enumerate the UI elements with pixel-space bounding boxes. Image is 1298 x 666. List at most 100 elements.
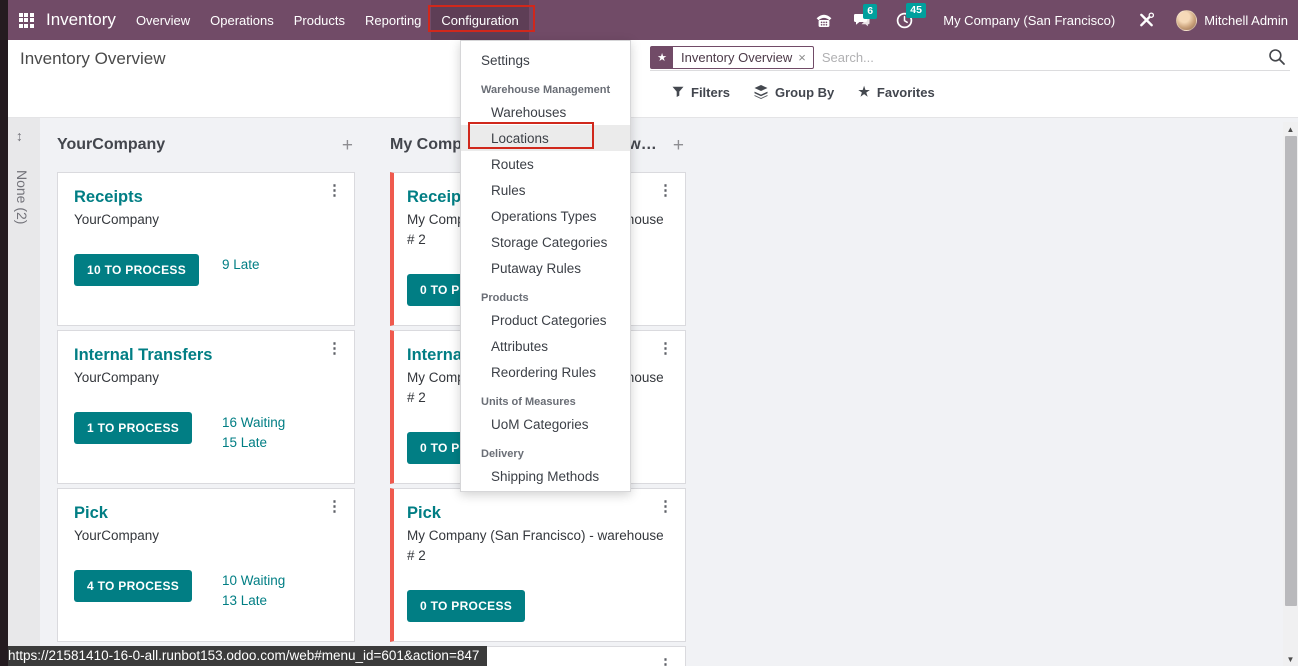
menu-item-locations[interactable]: Locations bbox=[461, 122, 630, 151]
to-process-button[interactable]: 10 TO PROCESS bbox=[74, 254, 200, 286]
group-by-layers-icon bbox=[754, 85, 768, 99]
menu-reporting[interactable]: Reporting bbox=[365, 12, 422, 28]
search-facet: ★ Inventory Overview × bbox=[650, 46, 814, 69]
scroll-down-arrow-icon[interactable]: ▼ bbox=[1286, 654, 1295, 664]
top-navbar: Inventory Overview Operations Products R… bbox=[8, 0, 1298, 40]
menu-item-reordering-rules[interactable]: Reordering Rules bbox=[491, 364, 597, 380]
search-underline bbox=[650, 70, 1290, 71]
phone-icon bbox=[816, 14, 832, 27]
add-column-record-icon[interactable]: + bbox=[341, 135, 353, 156]
favorites-star-icon: ★ bbox=[858, 84, 870, 99]
menu-item-attributes[interactable]: Attributes bbox=[491, 338, 549, 354]
to-process-button[interactable]: 1 TO PROCESS bbox=[74, 412, 193, 444]
kebab-menu-icon[interactable]: ⋮ bbox=[658, 656, 673, 666]
group-by-label: Group By bbox=[775, 84, 835, 100]
debug-tools-button[interactable] bbox=[1137, 11, 1156, 29]
kebab-menu-icon[interactable]: ⋮ bbox=[327, 340, 342, 357]
menu-item-settings[interactable]: Settings bbox=[481, 52, 530, 68]
kanban-card-receipts: ⋮ Receipts YourCompany 10 TO PROCESS 9 L… bbox=[57, 172, 355, 326]
kanban-card-pick: ⋮ Pick YourCompany 4 TO PROCESS 10 Waiti… bbox=[57, 488, 355, 642]
card-subtitle: YourCompany bbox=[74, 212, 160, 227]
card-title[interactable]: Receipts bbox=[74, 188, 143, 206]
search-icon[interactable] bbox=[1268, 48, 1286, 71]
menu-configuration[interactable]: Configuration bbox=[428, 0, 535, 40]
card-stat-late[interactable]: 9 Late bbox=[222, 257, 260, 272]
to-process-button[interactable]: 4 TO PROCESS bbox=[74, 570, 193, 602]
breadcrumb-title: Inventory Overview bbox=[20, 49, 166, 68]
card-subtitle: YourCompany bbox=[74, 528, 160, 543]
kebab-menu-icon[interactable]: ⋮ bbox=[658, 498, 673, 515]
search-options: Filters Group By ★ Favorites bbox=[672, 84, 935, 100]
menu-products[interactable]: Products bbox=[293, 12, 346, 28]
card-stat-waiting[interactable]: 10 Waiting bbox=[222, 573, 286, 588]
filters-button[interactable]: Filters bbox=[672, 85, 730, 100]
card-title[interactable]: Pick bbox=[74, 504, 108, 522]
menu-item-routes[interactable]: Routes bbox=[491, 156, 534, 172]
to-process-button[interactable]: 0 TO PROCESS bbox=[407, 590, 526, 622]
card-stat-late[interactable]: 13 Late bbox=[222, 593, 268, 608]
menu-item-product-categories[interactable]: Product Categories bbox=[491, 312, 607, 328]
section-delivery: Delivery bbox=[481, 448, 524, 460]
menu-item-uom-categories[interactable]: UoM Categories bbox=[491, 416, 589, 432]
add-column-record-icon[interactable]: + bbox=[672, 135, 684, 156]
filter-icon bbox=[672, 86, 684, 97]
kebab-menu-icon[interactable]: ⋮ bbox=[658, 182, 673, 199]
apps-menu-button[interactable] bbox=[8, 0, 44, 40]
clock-icon bbox=[896, 12, 913, 28]
section-warehouse-management: Warehouse Management bbox=[481, 84, 611, 96]
facet-star-icon: ★ bbox=[651, 47, 673, 68]
section-units-of-measures: Units of Measures bbox=[481, 396, 576, 408]
card-subtitle: YourCompany bbox=[74, 370, 160, 385]
user-avatar[interactable] bbox=[1176, 9, 1198, 31]
status-url-tooltip: https://21581410-16-0-all.runbot153.odoo… bbox=[0, 646, 488, 666]
kanban-board: ↔ None (2) YourCompany + ⋮ Receipts Your… bbox=[8, 118, 1298, 666]
user-menu[interactable]: Mitchell Admin bbox=[1204, 12, 1288, 28]
activities-count-badge[interactable]: 45 bbox=[906, 2, 926, 19]
menu-item-locations-label: Locations bbox=[491, 130, 549, 146]
kebab-menu-icon[interactable]: ⋮ bbox=[658, 340, 673, 357]
control-panel: Inventory Overview ★ Inventory Overview … bbox=[8, 40, 1298, 118]
card-stat-late[interactable]: 15 Late bbox=[222, 435, 268, 450]
voip-phone-button[interactable] bbox=[815, 13, 833, 28]
group-by-button[interactable]: Group By bbox=[754, 85, 834, 100]
facet-remove-icon[interactable]: × bbox=[798, 50, 806, 65]
scrollbar-thumb[interactable] bbox=[1284, 136, 1297, 606]
app-name[interactable]: Inventory bbox=[46, 10, 116, 29]
kanban-card-internal-transfers: ⋮ Internal Transfers YourCompany 1 TO PR… bbox=[57, 330, 355, 484]
search-bar: ★ Inventory Overview × bbox=[650, 46, 1264, 69]
tools-icon bbox=[1140, 12, 1155, 27]
menu-item-operations-types[interactable]: Operations Types bbox=[491, 208, 597, 224]
company-switcher[interactable]: My Company (San Francisco) bbox=[943, 12, 1116, 28]
kebab-menu-icon[interactable]: ⋮ bbox=[327, 182, 342, 199]
menu-item-storage-categories[interactable]: Storage Categories bbox=[491, 234, 608, 250]
favorites-button[interactable]: ★ Favorites bbox=[858, 84, 934, 100]
column-header: YourCompany + bbox=[57, 136, 355, 172]
card-title[interactable]: Pick bbox=[407, 504, 441, 522]
menu-item-warehouses[interactable]: Warehouses bbox=[491, 104, 567, 120]
messages-button[interactable]: 6 bbox=[853, 3, 878, 28]
menu-overview[interactable]: Overview bbox=[135, 12, 191, 28]
scroll-up-arrow-icon[interactable]: ▲ bbox=[1286, 124, 1295, 134]
menu-item-rules[interactable]: Rules bbox=[491, 182, 526, 198]
vertical-scrollbar[interactable]: ▲ ▼ bbox=[1283, 122, 1298, 666]
card-stat-waiting[interactable]: 16 Waiting bbox=[222, 415, 286, 430]
column-header: My Company (San Francisco) - warehouse #… bbox=[390, 136, 686, 172]
card-title[interactable]: Internal Transfers bbox=[74, 346, 213, 364]
collapsed-column-none[interactable]: ↔ None (2) bbox=[8, 118, 40, 666]
configuration-dropdown: Settings Warehouse Management Warehouses… bbox=[460, 40, 631, 492]
card-title[interactable]: Receipts bbox=[407, 188, 476, 206]
apps-grid-icon bbox=[18, 12, 34, 28]
search-input[interactable] bbox=[813, 46, 1264, 69]
activities-button[interactable]: 45 bbox=[896, 2, 926, 29]
app-menu-list: Overview Operations Products Reporting C… bbox=[126, 0, 535, 40]
kebab-menu-icon[interactable]: ⋮ bbox=[327, 498, 342, 515]
menu-operations[interactable]: Operations bbox=[210, 12, 274, 28]
messages-count-badge[interactable]: 6 bbox=[863, 3, 878, 20]
menu-item-shipping-methods[interactable]: Shipping Methods bbox=[491, 468, 600, 484]
favorites-label: Favorites bbox=[876, 84, 935, 100]
menu-item-putaway-rules[interactable]: Putaway Rules bbox=[491, 260, 582, 276]
kanban-column-yourcompany: YourCompany + ⋮ Receipts YourCompany 10 … bbox=[57, 136, 355, 646]
kanban-card-pick-wh2: ⋮ Pick My Company (San Francisco) - ware… bbox=[390, 488, 686, 642]
facet-label: Inventory Overview bbox=[681, 50, 793, 65]
expand-column-icon[interactable]: ↔ bbox=[14, 130, 30, 144]
